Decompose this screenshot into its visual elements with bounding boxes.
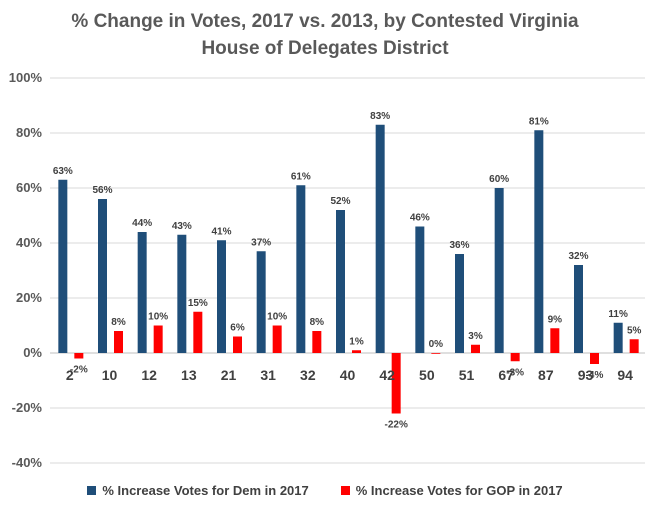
data-label-gop: 10% [267, 312, 287, 323]
legend-item-dem: % Increase Votes for Dem in 2017 [87, 483, 309, 498]
x-tick-label: 31 [260, 367, 276, 383]
legend-item-gop: % Increase Votes for GOP in 2017 [340, 483, 563, 498]
y-tick-label: -40% [12, 455, 43, 470]
legend-swatch-dem [87, 486, 97, 495]
data-label-dem: 36% [449, 240, 469, 251]
bar-gop [391, 353, 401, 414]
x-tick-label: 93 [578, 367, 594, 383]
x-tick-label: 12 [141, 367, 157, 383]
x-tick-label: 67 [498, 367, 514, 383]
bar-dem [217, 240, 226, 353]
bar-dem [256, 251, 266, 353]
bar-gop [74, 353, 84, 359]
bar-dem [177, 234, 187, 353]
data-label-dem: 60% [489, 174, 509, 185]
data-label-dem: 83% [370, 111, 390, 122]
chart-title-line-1: % Change in Votes, 2017 vs. 2013, by Con… [71, 11, 579, 32]
bar-gop [629, 339, 639, 353]
data-label-gop: 5% [627, 325, 642, 336]
bar-dem [534, 130, 544, 353]
legend-label-gop: % Increase Votes for GOP in 2017 [355, 483, 563, 498]
bar-dem [58, 179, 68, 353]
data-label-dem: 37% [251, 237, 271, 248]
bar-dem [296, 185, 306, 353]
bar-dem [137, 232, 147, 353]
x-tick-label: 51 [459, 367, 475, 383]
bar-gop [312, 331, 322, 353]
data-label-gop: 9% [548, 314, 563, 325]
data-label-gop: 0% [429, 339, 444, 350]
bar-dem [98, 199, 107, 353]
x-tick-label: 32 [300, 367, 316, 383]
bar-dem [375, 124, 385, 353]
y-tick-label: 40% [16, 235, 42, 250]
x-tick-label: 10 [102, 367, 118, 383]
x-tick-label: 40 [340, 367, 356, 383]
bar-dem [613, 322, 623, 353]
bar-gop [352, 350, 361, 353]
y-tick-label: 0% [23, 345, 42, 360]
chart-title-line-2: House of Delegates District [201, 38, 449, 59]
x-tick-label: 21 [221, 367, 237, 383]
chart-legend: % Increase Votes for Dem in 2017 % Incre… [0, 483, 650, 498]
data-label-dem: 41% [211, 226, 231, 237]
data-label-gop: 8% [310, 317, 325, 328]
bar-dem [455, 254, 464, 353]
bar-gop [193, 311, 203, 353]
bar-dem [494, 188, 504, 353]
data-label-gop: 15% [188, 298, 208, 309]
bar-chart: -40%-20%0%20%40%60%80%100%63%-2%256%8%10… [9, 70, 645, 470]
data-label-gop: 6% [230, 323, 245, 334]
y-tick-label: 100% [9, 70, 43, 85]
y-tick-label: 60% [16, 180, 42, 195]
bar-gop [153, 325, 163, 353]
data-label-gop: -3% [506, 367, 524, 378]
data-label-dem: 63% [53, 166, 73, 177]
bar-gop [114, 331, 123, 353]
x-tick-label: 50 [419, 367, 435, 383]
bar-dem [336, 210, 345, 353]
x-tick-label: 87 [538, 367, 554, 383]
chart-title: % Change in Votes, 2017 vs. 2013, by Con… [0, 8, 650, 62]
x-tick-label: 94 [617, 367, 633, 383]
bar-gop [510, 353, 520, 362]
y-tick-label: 80% [16, 125, 42, 140]
x-tick-label: 13 [181, 367, 197, 383]
bar-gop [590, 353, 599, 364]
bar-gop [272, 325, 282, 353]
data-label-gop: -2% [70, 365, 88, 376]
legend-label-dem: % Increase Votes for Dem in 2017 [102, 483, 309, 498]
data-label-dem: 11% [608, 309, 628, 320]
data-label-gop: 3% [468, 331, 483, 342]
data-label-dem: 43% [172, 221, 192, 232]
bar-dem [574, 265, 583, 353]
bar-gop [471, 344, 480, 353]
bar-gop [233, 336, 242, 353]
data-label-dem: 32% [568, 251, 588, 262]
bar-gop [431, 353, 441, 354]
y-tick-label: -20% [12, 400, 43, 415]
data-label-gop: 8% [111, 317, 126, 328]
bar-dem [415, 226, 425, 353]
data-label-gop: 1% [349, 336, 364, 347]
data-label-gop: 10% [148, 312, 168, 323]
data-label-dem: 81% [529, 116, 549, 127]
legend-swatch-gop [340, 486, 350, 495]
x-tick-label: 42 [379, 367, 395, 383]
y-tick-label: 20% [16, 290, 42, 305]
data-label-dem: 56% [92, 185, 112, 196]
data-label-gop: -22% [384, 420, 407, 431]
data-label-dem: 61% [291, 171, 311, 182]
data-label-dem: 46% [410, 213, 430, 224]
bar-gop [550, 328, 560, 353]
x-tick-label: 2 [66, 367, 74, 383]
data-label-dem: 44% [132, 218, 152, 229]
data-label-gop: -4% [586, 370, 604, 381]
data-label-dem: 52% [330, 196, 350, 207]
